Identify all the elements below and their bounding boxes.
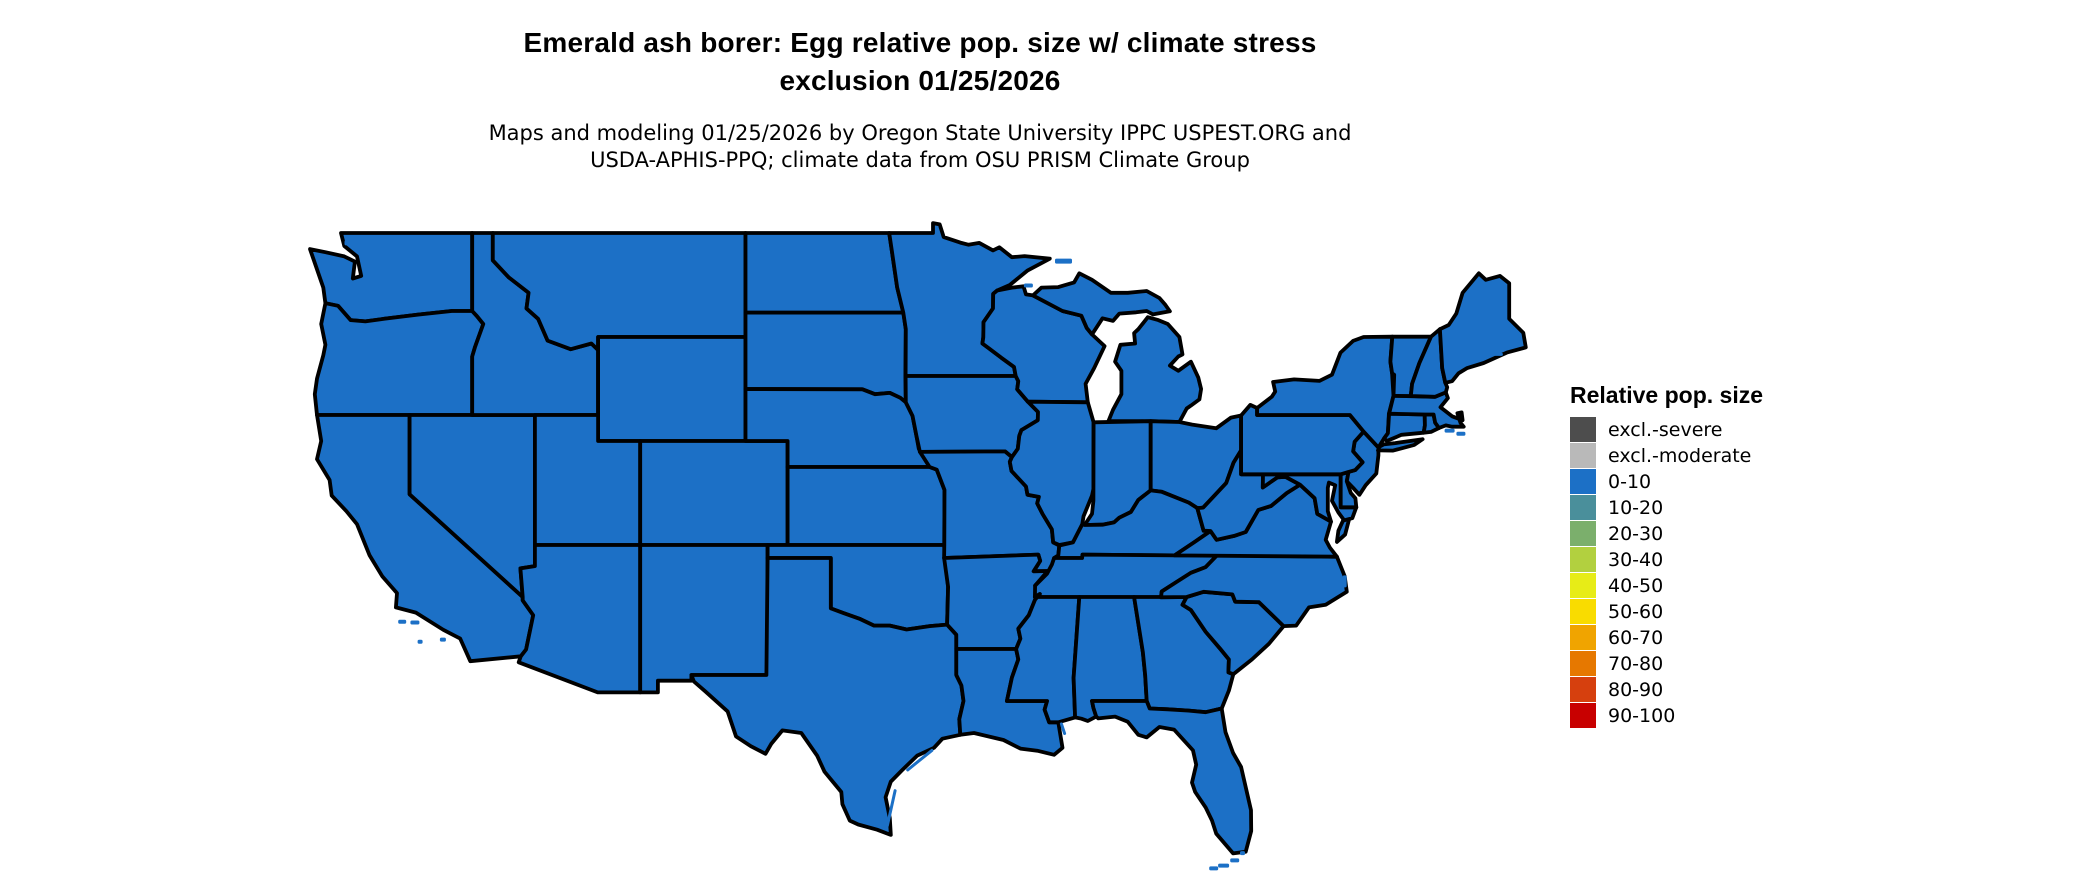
island-speck [398, 619, 407, 624]
figure-subtitle: Maps and modeling 01/25/2026 by Oregon S… [0, 120, 1840, 174]
legend-label: 50-60 [1608, 600, 1664, 623]
state-shape-fl [1090, 699, 1254, 856]
legend-label: excl.-severe [1608, 418, 1723, 441]
legend-swatch [1570, 599, 1596, 624]
island-speck [1342, 575, 1347, 588]
figure-title-line1: Emerald ash borer: Egg relative pop. siz… [523, 27, 1317, 58]
legend-label: 40-50 [1608, 574, 1664, 597]
state-shape-nd [743, 231, 906, 315]
legend-item: excl.-severe [1570, 417, 1763, 442]
legend-item: 30-40 [1570, 547, 1763, 572]
island-speck [410, 620, 420, 625]
island-speck [1456, 431, 1466, 436]
island-speck [1230, 858, 1240, 863]
legend-swatch [1570, 495, 1596, 520]
legend-label: excl.-moderate [1608, 444, 1752, 467]
legend-swatch [1570, 443, 1596, 468]
barrier-island [885, 789, 897, 828]
state-shape-az [516, 543, 643, 695]
legend-item: 60-70 [1570, 625, 1763, 650]
legend-label: 10-20 [1608, 496, 1664, 519]
state-shape-ct [1382, 411, 1427, 443]
legend-swatch [1570, 469, 1596, 494]
legend-label: 20-30 [1608, 522, 1664, 545]
island-speck [1023, 283, 1033, 288]
state-shape-nc [1159, 553, 1349, 628]
legend-item: 70-80 [1570, 651, 1763, 676]
state-shape-va_es [1335, 516, 1352, 544]
figure-subtitle-line1: Maps and modeling 01/25/2026 by Oregon S… [488, 121, 1352, 145]
legend-item: 40-50 [1570, 573, 1763, 598]
state-shape-wy [596, 335, 748, 443]
state-shape-ks [785, 465, 947, 547]
state-shape-co [638, 439, 790, 547]
legend-swatch [1570, 417, 1596, 442]
legend-item: 20-30 [1570, 521, 1763, 546]
legend-label: 30-40 [1608, 548, 1664, 571]
state-shape-mi_u [1031, 271, 1172, 337]
legend-swatch [1570, 547, 1596, 572]
figure-subtitle-line2: USDA-APHIS-PPQ; climate data from OSU PR… [590, 148, 1250, 172]
legend-swatch [1570, 651, 1596, 676]
island-speck [1055, 258, 1072, 264]
legend-label: 70-80 [1608, 652, 1664, 675]
island-speck [1209, 866, 1219, 871]
island-speck [1493, 352, 1503, 356]
figure-header: Emerald ash borer: Egg relative pop. siz… [0, 24, 1840, 174]
legend-swatch [1570, 703, 1596, 728]
legend-item: 80-90 [1570, 677, 1763, 702]
barrier-island [1059, 722, 1067, 735]
state-shape-mi_l [1106, 315, 1203, 424]
legend-item: 90-100 [1570, 703, 1763, 728]
island-speck [439, 637, 446, 642]
state-shape-or [312, 301, 486, 417]
legend-label: 60-70 [1608, 626, 1664, 649]
legend-swatch [1570, 677, 1596, 702]
island-speck [1218, 863, 1230, 868]
state-shape-li [1376, 437, 1425, 453]
island-speck [417, 639, 423, 644]
legend-items: excl.-severe excl.-moderate 0-10 10-20 20-30… [1570, 417, 1763, 728]
state-shape-nm [638, 543, 770, 695]
legend-swatch [1570, 573, 1596, 598]
island-speck [1444, 428, 1455, 433]
barrier-island [906, 748, 934, 772]
island-speck [1240, 851, 1245, 856]
us-states-map [308, 221, 1528, 871]
legend-label: 80-90 [1608, 678, 1664, 701]
legend-item: 0-10 [1570, 469, 1763, 494]
legend-item: excl.-moderate [1570, 443, 1763, 468]
legend-item: 50-60 [1570, 599, 1763, 624]
legend-title: Relative pop. size [1570, 382, 1764, 408]
legend-item: 10-20 [1570, 495, 1763, 520]
legend-label: 0-10 [1608, 470, 1652, 493]
state-shape-tx [689, 556, 966, 837]
island-speck [344, 240, 351, 246]
legend-label: 90-100 [1608, 704, 1676, 727]
legend-swatch [1570, 625, 1596, 650]
figure-title-line2: exclusion 01/25/2026 [779, 65, 1061, 96]
figure-title: Emerald ash borer: Egg relative pop. siz… [0, 24, 1840, 100]
state-shape-me [1438, 271, 1528, 385]
map-legend: Relative pop. size excl.-severe excl.-mod… [1570, 382, 1763, 729]
legend-swatch [1570, 521, 1596, 546]
